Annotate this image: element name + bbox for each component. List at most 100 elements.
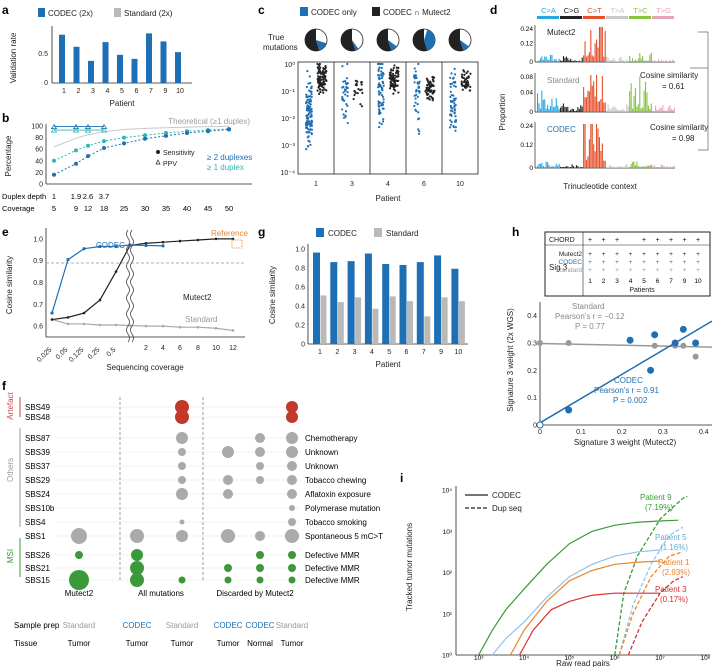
d-bar-0-4 xyxy=(543,60,544,62)
b-ytick-80: 80 xyxy=(35,135,43,142)
c-dot-both-10 xyxy=(461,83,463,85)
b-ytick-0: 0 xyxy=(39,182,43,189)
a-bar-standard-4 xyxy=(109,82,113,83)
c-dot-both-4 xyxy=(397,91,399,93)
f-dot-SBS26-1 xyxy=(131,549,143,561)
c-dot-both-10 xyxy=(463,77,465,79)
c-dot-codec-1 xyxy=(309,111,311,113)
c-dot-both-4 xyxy=(390,68,392,70)
d-bar-1-42 xyxy=(597,102,598,112)
f-group-artefact: Artefact xyxy=(6,391,15,419)
b-pt-sens-ge2-1 xyxy=(74,162,78,166)
d-bar-0-93 xyxy=(671,61,672,62)
d-bar-1-59 xyxy=(622,109,623,112)
a-xtick-7: 7 xyxy=(149,88,153,95)
c-dot-codec-3 xyxy=(342,99,344,101)
c-dot-codec-4 xyxy=(381,123,383,125)
c-dot-codec-10 xyxy=(453,126,455,128)
d-bar-2-12 xyxy=(554,167,555,168)
d-bar-1-44 xyxy=(600,99,601,112)
b-pt-sens-ge1-1 xyxy=(74,148,78,152)
g-legend-swatch-codec xyxy=(316,228,324,237)
e-mutect2-pt-0 xyxy=(51,318,54,321)
d-row-standard: Standard xyxy=(547,76,579,85)
c-dot-codec-10 xyxy=(454,130,456,132)
e-label-codec: CODEC xyxy=(96,241,125,250)
a-xlabel: Patient xyxy=(110,99,136,108)
c-dot-codec-1 xyxy=(306,86,308,88)
d-bar-1-77 xyxy=(648,106,649,112)
d-bar-1-45 xyxy=(602,76,603,112)
g-xtick-5: 5 xyxy=(387,349,391,356)
b-legend-sensitivity: Sensitivity xyxy=(163,150,195,157)
d-bar-1-22 xyxy=(569,111,570,112)
h-mark-0-5: + xyxy=(642,251,646,258)
f-tissue-3: Tumor xyxy=(217,639,240,648)
e-ytick-0.9: 0.9 xyxy=(33,258,43,265)
c-dot-codec-10 xyxy=(450,124,452,126)
b-pt-sens-ge2-3 xyxy=(102,146,106,150)
d-bar-2-10 xyxy=(551,166,552,168)
d-bar-2-72 xyxy=(641,167,642,168)
d-bar-2-93 xyxy=(671,167,672,168)
c-dot-both-6 xyxy=(432,99,434,101)
c-dot-codec-10 xyxy=(455,120,457,122)
c-dot-both-3 xyxy=(361,83,363,85)
g-ytick-0.6: 0.6 xyxy=(295,284,305,291)
g-bar-codec-5 xyxy=(382,264,389,344)
a-bar-codec-10 xyxy=(175,52,181,83)
d-bar-1-43 xyxy=(599,101,600,112)
c-dot-both-4 xyxy=(389,87,391,89)
d-bar-1-78 xyxy=(649,109,650,112)
c-dot-both-1 xyxy=(317,66,319,68)
c-dot-both-10 xyxy=(463,81,465,83)
d-bar-1-80 xyxy=(652,111,653,112)
f-prep-0: Standard xyxy=(63,621,95,630)
c-dot-codec-6 xyxy=(413,105,415,107)
h-row-codec: CODEC xyxy=(559,259,583,266)
f-dot-SBS39-3 xyxy=(222,446,234,458)
e-ylabel: Cosine similarity xyxy=(5,256,14,314)
c-dot-codec-4 xyxy=(383,73,385,75)
e-codec-pt-6 xyxy=(144,244,147,247)
f-sig-SBS49: SBS49 xyxy=(25,403,50,412)
d-bar-2-75 xyxy=(645,167,646,168)
b-pt-sens-ge1-2 xyxy=(86,144,90,148)
e-xtick-0.25: 0.25 xyxy=(87,346,102,361)
d-bar-1-33 xyxy=(585,97,586,112)
d-bar-0-12 xyxy=(554,59,555,62)
f-dot-SBS39-4 xyxy=(255,447,265,457)
a-bar-codec-7 xyxy=(146,33,152,83)
h-patient-6: 6 xyxy=(656,278,660,285)
f-head-discarded: Discarded by Mutect2 xyxy=(216,589,294,598)
a-bar-standard-6 xyxy=(138,82,142,83)
h-pt-codec-3 xyxy=(648,367,654,373)
d-bar-2-2 xyxy=(540,164,541,168)
d-bar-1-47 xyxy=(605,103,606,112)
h-pt-codec-4 xyxy=(652,332,658,338)
f-sig-SBS10b: SBS10b xyxy=(25,504,55,513)
d-bar-2-71 xyxy=(639,167,640,168)
i-xtick-3: 10⁶ xyxy=(610,655,620,662)
d-bar-2-45 xyxy=(602,143,603,168)
c-dot-both-10 xyxy=(463,70,465,72)
h-mark-1-4: + xyxy=(629,259,633,266)
c-dot-both-3 xyxy=(353,94,355,96)
d-bar-0-60 xyxy=(623,60,624,62)
h-ytick-0: 0 xyxy=(533,423,537,430)
f-dot-SBS4-2 xyxy=(180,520,185,525)
d-bar-0-33 xyxy=(585,41,586,62)
d-bar-1-66 xyxy=(632,109,633,112)
d-bar-1-6 xyxy=(546,109,547,112)
c-dot-both-3 xyxy=(355,92,357,94)
f-etiology-SBS37: Unknown xyxy=(305,462,338,471)
c-legend-codec-only: CODEC only xyxy=(311,8,357,17)
c-dot-codec-1 xyxy=(310,113,312,115)
d-bar-1-32 xyxy=(583,87,584,112)
c-dot-both-6 xyxy=(433,90,435,92)
g-xtick-4: 4 xyxy=(370,349,374,356)
f-dot-SBS29-3 xyxy=(223,475,233,485)
panel-i: i Tracked tumor mutations Raw read pairs… xyxy=(400,471,711,667)
d-bar-0-8 xyxy=(549,60,550,62)
d-bar-1-29 xyxy=(579,109,580,112)
